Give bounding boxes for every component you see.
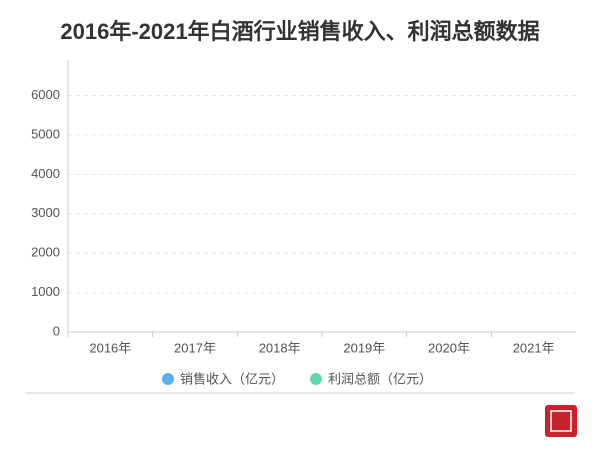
y-tick-label: 2000: [31, 245, 60, 260]
x-tick-label: 2019年: [343, 340, 385, 355]
legend-label: 利润总额（亿元）: [328, 371, 432, 386]
chart-title: 2016年-2021年白酒行业销售收入、利润总额数据: [60, 19, 539, 44]
logo-badge: [545, 405, 577, 437]
y-tick-label: 6000: [31, 87, 60, 102]
logo-frame: [550, 410, 572, 432]
x-tick-label: 2020年: [428, 340, 470, 355]
x-tick-label: 2018年: [259, 340, 301, 355]
legend-swatch: [162, 373, 174, 385]
logo: [545, 405, 577, 437]
y-tick-label: 5000: [31, 126, 60, 141]
x-tick-label: 2017年: [174, 340, 216, 355]
legend-swatch: [310, 373, 322, 385]
y-tick-label: 4000: [31, 166, 60, 181]
x-tick-label: 2016年: [89, 340, 131, 355]
y-tick-label: 1000: [31, 284, 60, 299]
x-tick-label: 2021年: [513, 340, 555, 355]
legend-label: 销售收入（亿元）: [180, 371, 284, 386]
y-tick-label: 0: [53, 323, 60, 338]
y-tick-label: 3000: [31, 205, 60, 220]
